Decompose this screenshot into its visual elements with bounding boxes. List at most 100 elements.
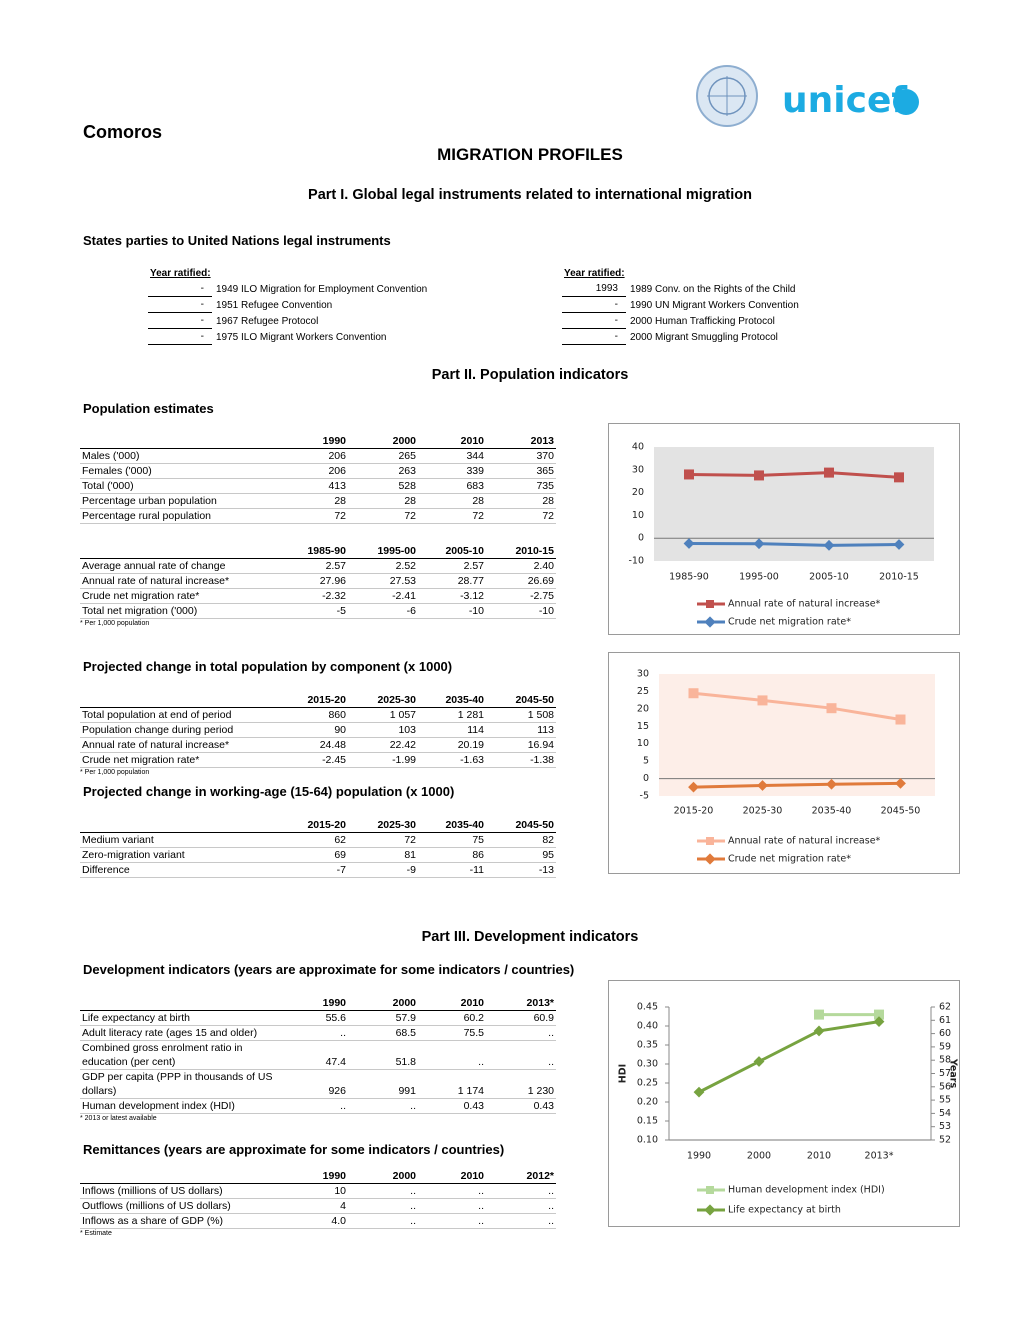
year-ratified: - — [562, 312, 626, 329]
series-line — [698, 1020, 880, 1094]
cell-value: 2.52 — [348, 558, 418, 574]
cell-value: -2.32 — [286, 588, 348, 604]
x-tick-label: 2035-40 — [812, 806, 852, 817]
cell-value: 1 508 — [486, 707, 556, 723]
y-tick-label: 0.20 — [637, 1097, 658, 1108]
legend-label: Crude net migration rate* — [728, 854, 851, 865]
marker — [894, 472, 904, 483]
series-line — [693, 691, 901, 722]
row-label: Crude net migration rate* — [80, 752, 286, 768]
cell-value: 72 — [348, 832, 418, 848]
x-tick-label: 1990 — [687, 1151, 711, 1162]
x-tick-label: 2045-50 — [881, 806, 921, 817]
y-tick-label: 30 — [637, 669, 649, 680]
cell-value: 27.96 — [286, 573, 348, 589]
column-header: 2012* — [486, 1169, 556, 1184]
y-tick-label: 20 — [637, 703, 649, 714]
column-header: 2015-20 — [286, 693, 348, 708]
cell-value: 113 — [486, 722, 556, 738]
y-tick-label: 0.45 — [637, 1002, 658, 1013]
column-header: 2015-20 — [286, 818, 348, 833]
cell-value: 860 — [286, 707, 348, 723]
cell-value: .. — [486, 1025, 556, 1041]
corner-cell — [80, 818, 286, 833]
x-tick-label: 2000 — [747, 1151, 771, 1162]
instrument-name: 2000 Migrant Smuggling Protocol — [630, 331, 778, 343]
header-row: 1990 2000 2010 2012* — [80, 1169, 556, 1184]
header-row: 1985-90 1995-00 2005-10 2010-15 — [80, 544, 556, 559]
header-row: 2015-20 2025-30 2035-40 2045-50 — [80, 693, 556, 708]
plot-background — [659, 674, 935, 796]
part-title: Part II. Population indicators — [431, 367, 629, 383]
column-header: 2010-15 — [486, 544, 556, 559]
cell-value: 16.94 — [486, 737, 556, 753]
section-heading: States parties to United Nations legal i… — [83, 233, 391, 248]
cell-value: .. — [418, 1183, 486, 1199]
cell-value: 86 — [418, 847, 486, 863]
table: 1990 2000 2010 2013 Males ('000) 206 265 344 370… — [80, 434, 556, 524]
column-header: 2000 — [348, 996, 418, 1011]
row-label: Zero-migration variant — [80, 847, 286, 863]
cell-value: 344 — [418, 448, 486, 464]
part-title: Part I. Global legal instruments related… — [308, 187, 752, 203]
header-row: Year ratified: — [562, 266, 801, 281]
cell-value: -1.63 — [418, 752, 486, 768]
table-row: Crude net migration rate* -2.45 -1.99 -1.63… — [80, 752, 556, 768]
table-row: Percentage rural population 72 72 72 72 — [80, 508, 556, 524]
column-header: 2035-40 — [418, 693, 486, 708]
table-row: Difference -7 -9 -11 -13 — [80, 862, 556, 878]
year-ratified: - — [148, 328, 212, 345]
table-note: * Per 1,000 population — [80, 769, 150, 776]
cell-value: 528 — [348, 478, 418, 494]
cell-value: -13 — [486, 862, 556, 878]
legend-marker — [704, 853, 716, 865]
instrument-name: 2000 Human Trafficking Protocol — [630, 315, 775, 327]
marker — [826, 778, 837, 790]
cell-value: 55.6 — [286, 1010, 348, 1026]
row-label: Difference — [80, 862, 286, 878]
cell-value: 263 — [348, 463, 418, 479]
y-tick-label: 0.10 — [637, 1135, 658, 1146]
marker — [814, 1009, 824, 1020]
marker — [757, 780, 768, 791]
x-tick-label: 2015-20 — [674, 806, 714, 817]
table: 1985-90 1995-00 2005-10 2010-15 Average annu… — [80, 544, 556, 628]
cell-value: -1.38 — [486, 752, 556, 768]
row-label: Human development index (HDI) — [80, 1098, 286, 1114]
marker — [688, 781, 699, 793]
row-label: Life expectancy at birth — [80, 1010, 286, 1026]
cell-value: 22.42 — [348, 737, 418, 753]
table-row: Annual rate of natural increase* 27.96 27.… — [80, 573, 556, 589]
marker — [684, 469, 694, 480]
table-row: Life expectancy at birth 55.6 57.9 60.2 60.9 — [80, 1010, 556, 1026]
y2-tick-label: 62 — [939, 1002, 951, 1013]
row-label: Inflows (millions of US dollars) — [80, 1183, 286, 1199]
legend-marker — [704, 616, 716, 628]
section-heading: Projected change in total population by … — [83, 659, 453, 674]
instrument-name: 1975 ILO Migrant Workers Convention — [216, 331, 387, 343]
marker — [754, 470, 764, 481]
table-row: Medium variant 62 72 75 82 — [80, 832, 556, 848]
cell-value: .. — [486, 1040, 556, 1070]
y-tick-label: 10 — [632, 510, 644, 521]
y2-tick-label: 54 — [939, 1108, 951, 1119]
cell-value: 1 174 — [418, 1069, 486, 1099]
cell-value: 75 — [418, 832, 486, 848]
table: 2015-20 2025-30 2035-40 2045-50 Medium varia… — [80, 818, 556, 878]
table-row: Outflows (millions of US dollars) 4...... — [80, 1198, 556, 1214]
cell-value: 926 — [286, 1069, 348, 1099]
y2-tick-label: 58 — [939, 1055, 951, 1066]
x-tick-label: 2010-15 — [879, 572, 919, 583]
year-ratified: 1993 — [562, 281, 626, 297]
column-header: Year ratified: — [564, 268, 625, 279]
y-tick-label: 0.35 — [637, 1040, 658, 1051]
row-label: Inflows as a share of GDP (%) — [80, 1213, 286, 1229]
table-row: GDP per capita (PPP in thousands of US d… — [80, 1069, 556, 1099]
cell-value: 2.57 — [286, 558, 348, 574]
marker — [895, 714, 906, 725]
year-ratified: - — [148, 312, 212, 329]
y-tick-label: 0.40 — [637, 1021, 658, 1032]
series-line — [688, 471, 900, 479]
marker — [826, 703, 837, 714]
cell-value: 4.0 — [286, 1213, 348, 1229]
